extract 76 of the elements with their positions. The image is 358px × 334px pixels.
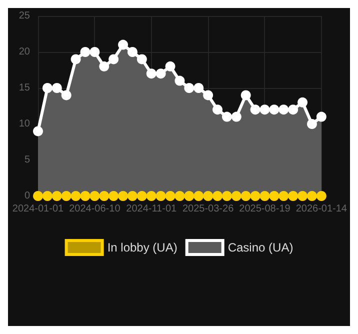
x-tick-label: 2025-08-19 <box>239 204 291 214</box>
point <box>108 54 119 64</box>
point <box>156 191 166 201</box>
point <box>222 112 232 122</box>
point <box>52 191 62 201</box>
point <box>269 104 280 115</box>
y-tick-label: 15 <box>18 82 30 94</box>
point <box>165 191 176 201</box>
point <box>298 97 308 108</box>
point <box>316 191 326 201</box>
legend-label: In lobby (UA) <box>107 240 178 254</box>
x-tick-label: 2024-11-01 <box>126 204 178 214</box>
y-tick-label: 5 <box>24 154 30 166</box>
point <box>250 104 260 115</box>
point <box>306 119 317 129</box>
point <box>174 76 185 86</box>
point <box>298 191 308 201</box>
y-tick-label: 0 <box>24 190 30 202</box>
point <box>194 83 204 93</box>
point <box>165 61 176 72</box>
point <box>70 191 81 201</box>
point <box>80 47 90 57</box>
point <box>184 83 194 93</box>
legend-label: Casino (UA) <box>228 240 294 254</box>
point <box>99 191 110 201</box>
point <box>203 90 214 100</box>
point <box>146 68 156 79</box>
point <box>260 104 270 115</box>
point <box>222 191 232 201</box>
point <box>61 191 72 201</box>
point <box>174 191 185 201</box>
point <box>33 126 43 136</box>
point <box>194 191 204 201</box>
point <box>136 54 147 64</box>
point <box>203 191 214 201</box>
point <box>90 191 100 201</box>
point <box>269 191 280 201</box>
x-tick-label: 2026-01-14 <box>296 204 348 214</box>
point <box>90 47 100 57</box>
point <box>127 47 138 57</box>
point <box>306 191 317 201</box>
point <box>42 191 52 201</box>
point <box>108 191 119 201</box>
point <box>260 191 270 201</box>
x-tick-label: 2024-01-01 <box>12 204 64 214</box>
point <box>240 191 251 201</box>
point <box>118 40 128 50</box>
point <box>70 54 81 64</box>
point <box>212 104 222 115</box>
point <box>288 191 298 201</box>
x-tick-label: 2025-03-26 <box>182 204 234 214</box>
point <box>136 191 147 201</box>
point <box>278 104 289 115</box>
point <box>278 191 289 201</box>
point <box>127 191 138 201</box>
point <box>99 61 110 72</box>
point <box>231 112 242 122</box>
point <box>288 104 298 115</box>
point <box>61 90 72 100</box>
point <box>250 191 260 201</box>
y-tick-label: 25 <box>18 10 30 22</box>
point <box>240 90 251 100</box>
y-tick-label: 10 <box>18 118 30 130</box>
point <box>184 191 194 201</box>
point <box>33 191 43 201</box>
y-tick-label: 20 <box>18 46 30 58</box>
point <box>146 191 156 201</box>
point <box>156 68 166 79</box>
point <box>52 83 62 93</box>
point <box>42 83 52 93</box>
point <box>231 191 242 201</box>
x-tick-label: 2024-06-10 <box>69 204 121 214</box>
point <box>118 191 128 201</box>
point <box>316 112 326 122</box>
point <box>80 191 90 201</box>
point <box>212 191 222 201</box>
